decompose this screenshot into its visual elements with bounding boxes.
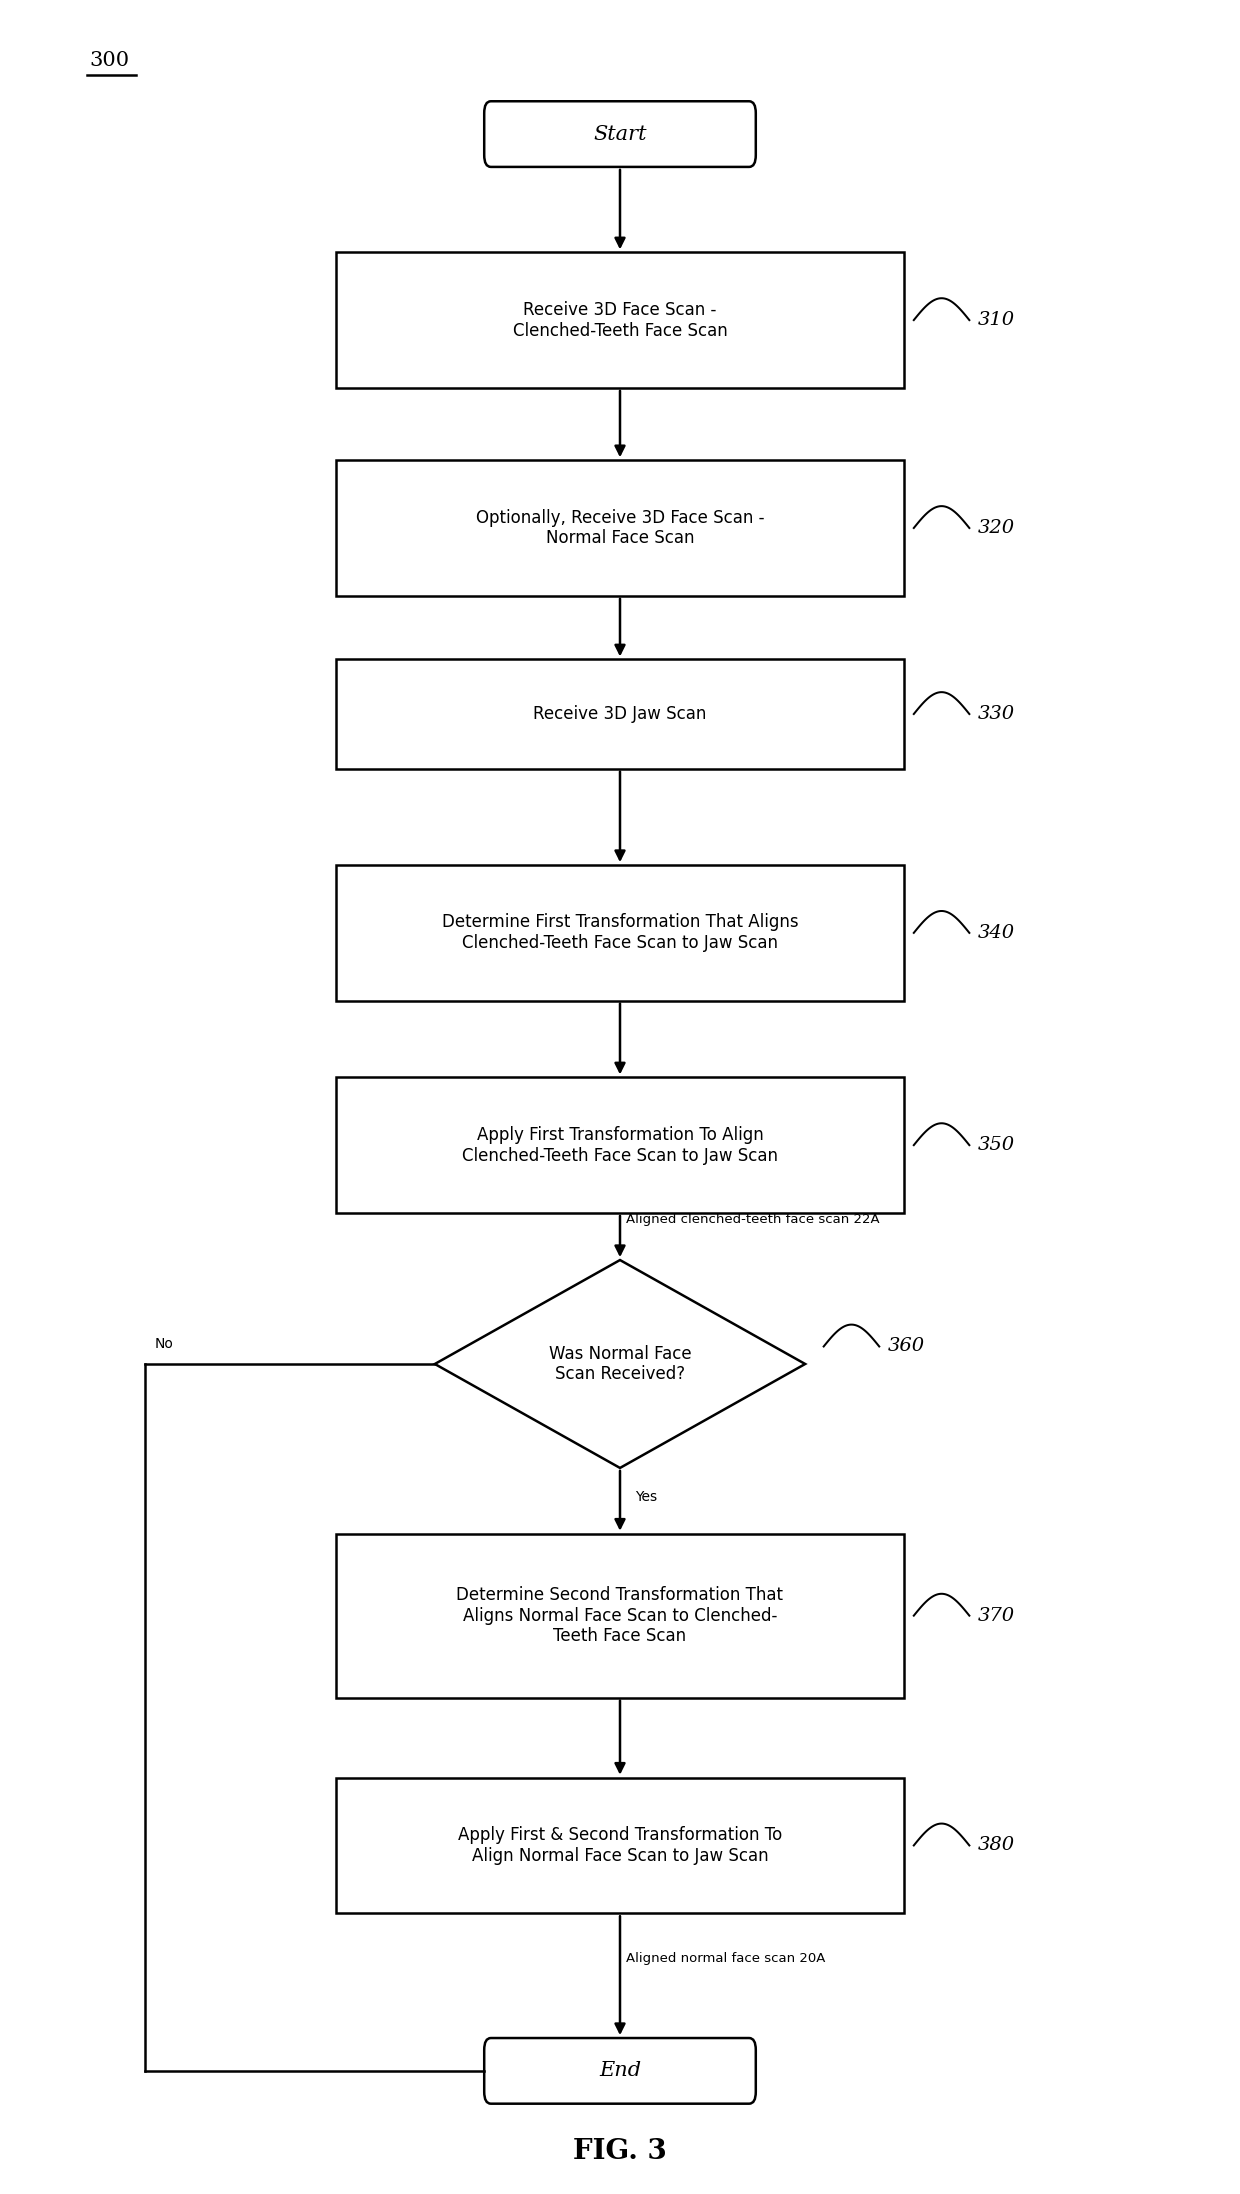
Text: FIG. 3: FIG. 3 bbox=[573, 2139, 667, 2165]
Bar bbox=[336, 864, 904, 1000]
Text: Start: Start bbox=[593, 125, 647, 143]
Text: Was Normal Face
Scan Received?: Was Normal Face Scan Received? bbox=[548, 1345, 692, 1384]
Text: 370: 370 bbox=[978, 1606, 1016, 1626]
Text: Optionally, Receive 3D Face Scan -
Normal Face Scan: Optionally, Receive 3D Face Scan - Norma… bbox=[476, 509, 764, 548]
FancyBboxPatch shape bbox=[484, 101, 756, 167]
Bar bbox=[336, 461, 904, 597]
Text: 350: 350 bbox=[978, 1136, 1016, 1154]
Text: 300: 300 bbox=[89, 50, 129, 70]
Text: Yes: Yes bbox=[635, 1490, 657, 1503]
Bar bbox=[336, 1534, 904, 1698]
Text: 360: 360 bbox=[888, 1338, 925, 1356]
Text: 380: 380 bbox=[978, 1836, 1016, 1854]
Text: Aligned normal face scan 20A: Aligned normal face scan 20A bbox=[626, 1953, 826, 1964]
Text: 330: 330 bbox=[978, 704, 1016, 724]
Text: Aligned clenched-teeth face scan 22A: Aligned clenched-teeth face scan 22A bbox=[626, 1213, 880, 1226]
FancyBboxPatch shape bbox=[484, 2038, 756, 2104]
Text: 340: 340 bbox=[978, 924, 1016, 941]
Bar bbox=[336, 660, 904, 768]
Text: Apply First & Second Transformation To
Align Normal Face Scan to Jaw Scan: Apply First & Second Transformation To A… bbox=[458, 1825, 782, 1865]
Bar bbox=[336, 1077, 904, 1213]
Text: Apply First Transformation To Align
Clenched-Teeth Face Scan to Jaw Scan: Apply First Transformation To Align Clen… bbox=[463, 1126, 777, 1165]
Bar bbox=[336, 1777, 904, 1913]
Text: End: End bbox=[599, 2062, 641, 2080]
Text: Determine First Transformation That Aligns
Clenched-Teeth Face Scan to Jaw Scan: Determine First Transformation That Alig… bbox=[441, 913, 799, 952]
Text: 310: 310 bbox=[978, 312, 1016, 329]
Bar bbox=[336, 252, 904, 388]
Text: Receive 3D Jaw Scan: Receive 3D Jaw Scan bbox=[533, 704, 707, 724]
Text: No: No bbox=[155, 1336, 174, 1352]
Text: Determine Second Transformation That
Aligns Normal Face Scan to Clenched-
Teeth : Determine Second Transformation That Ali… bbox=[456, 1586, 784, 1646]
Text: Receive 3D Face Scan -
Clenched-Teeth Face Scan: Receive 3D Face Scan - Clenched-Teeth Fa… bbox=[512, 301, 728, 340]
Polygon shape bbox=[435, 1259, 805, 1468]
Text: 320: 320 bbox=[978, 520, 1016, 538]
